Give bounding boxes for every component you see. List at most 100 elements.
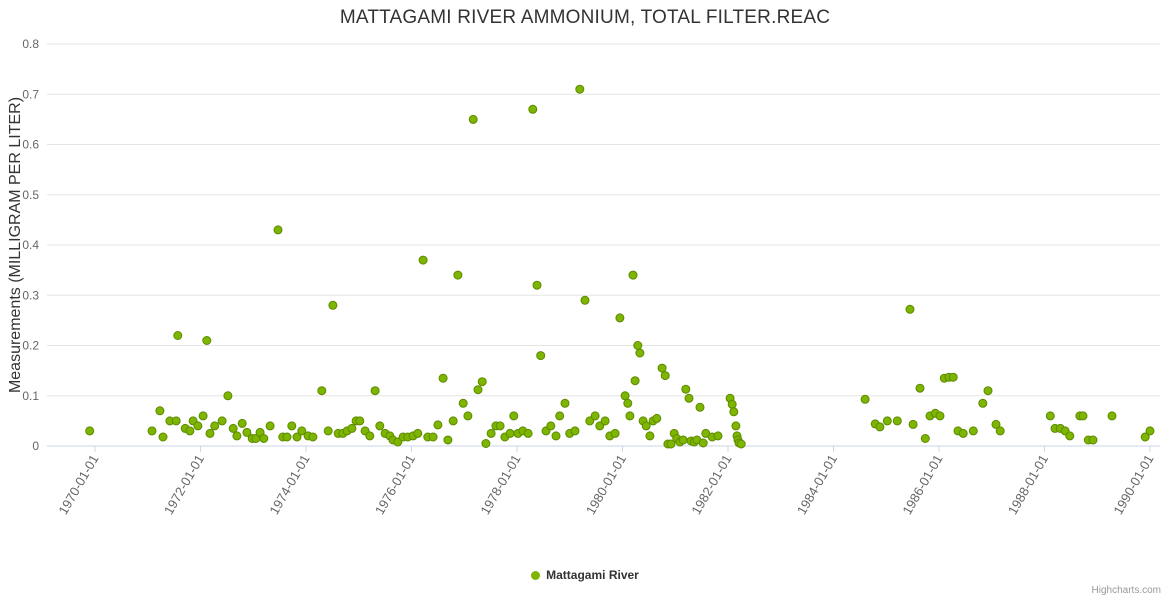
data-point[interactable] xyxy=(528,104,538,114)
data-point[interactable] xyxy=(915,383,925,393)
data-point[interactable] xyxy=(991,419,1001,429)
data-point[interactable] xyxy=(536,351,546,361)
data-point[interactable] xyxy=(635,348,645,358)
data-point[interactable] xyxy=(495,421,505,431)
data-point[interactable] xyxy=(259,434,269,443)
data-point[interactable] xyxy=(560,398,570,408)
data-point[interactable] xyxy=(657,363,667,373)
data-point[interactable] xyxy=(297,426,307,436)
data-point[interactable] xyxy=(210,421,220,431)
data-point[interactable] xyxy=(620,391,630,401)
data-point[interactable] xyxy=(645,431,655,441)
data-point[interactable] xyxy=(920,434,930,443)
data-point[interactable] xyxy=(443,435,453,445)
data-point[interactable] xyxy=(347,423,357,433)
data-point[interactable] xyxy=(323,426,333,436)
data-point[interactable] xyxy=(641,421,651,431)
data-point[interactable] xyxy=(983,386,993,396)
data-point[interactable] xyxy=(600,416,610,426)
data-point[interactable] xyxy=(477,377,487,387)
data-point[interactable] xyxy=(158,432,168,442)
data-point[interactable] xyxy=(375,421,385,431)
data-point[interactable] xyxy=(273,225,283,235)
data-point[interactable] xyxy=(633,341,643,350)
data-point[interactable] xyxy=(308,432,318,442)
data-point[interactable] xyxy=(610,428,620,438)
data-point[interactable] xyxy=(418,255,428,265)
data-point[interactable] xyxy=(217,416,227,426)
data-point[interactable] xyxy=(505,428,515,438)
data-point[interactable] xyxy=(147,426,157,436)
data-point[interactable] xyxy=(237,418,247,428)
data-point[interactable] xyxy=(905,304,915,314)
data-point[interactable] xyxy=(486,428,496,438)
data-point[interactable] xyxy=(463,411,473,421)
data-point[interactable] xyxy=(228,423,238,433)
data-point[interactable] xyxy=(202,336,212,345)
data-point[interactable] xyxy=(546,421,556,431)
data-point[interactable] xyxy=(355,416,365,426)
data-point[interactable] xyxy=(282,432,292,442)
data-point[interactable] xyxy=(580,295,590,305)
data-point[interactable] xyxy=(660,371,670,381)
data-point[interactable] xyxy=(736,439,746,449)
data-point[interactable] xyxy=(1088,435,1098,445)
data-point[interactable] xyxy=(242,427,252,437)
data-point[interactable] xyxy=(193,421,203,431)
data-point[interactable] xyxy=(615,313,625,323)
data-point[interactable] xyxy=(1107,411,1117,421)
data-point[interactable] xyxy=(317,386,327,396)
data-point[interactable] xyxy=(731,421,741,431)
data-point[interactable] xyxy=(882,416,892,426)
data-point[interactable] xyxy=(968,426,978,436)
data-point[interactable] xyxy=(727,399,737,409)
data-point[interactable] xyxy=(1145,426,1155,436)
data-point[interactable] xyxy=(185,426,195,436)
data-point[interactable] xyxy=(198,411,208,421)
data-point[interactable] xyxy=(171,416,181,426)
data-point[interactable] xyxy=(623,398,633,408)
data-point[interactable] xyxy=(590,411,600,421)
data-point[interactable] xyxy=(448,416,458,426)
data-point[interactable] xyxy=(292,432,302,442)
data-point[interactable] xyxy=(232,431,242,441)
data-point[interactable] xyxy=(684,393,694,403)
data-point[interactable] xyxy=(223,391,233,401)
data-point[interactable] xyxy=(628,270,638,280)
data-point[interactable] xyxy=(155,406,165,416)
data-point[interactable] xyxy=(630,376,640,386)
data-point[interactable] xyxy=(681,384,691,394)
data-point[interactable] xyxy=(532,280,542,290)
data-point[interactable] xyxy=(328,300,338,310)
data-point[interactable] xyxy=(570,426,580,436)
data-point[interactable] xyxy=(678,435,688,445)
data-point[interactable] xyxy=(1078,411,1088,421)
data-point[interactable] xyxy=(453,270,463,280)
data-point[interactable] xyxy=(551,431,561,441)
data-point[interactable] xyxy=(173,331,183,340)
data-point[interactable] xyxy=(1065,431,1075,441)
data-point[interactable] xyxy=(1140,432,1150,442)
data-point[interactable] xyxy=(365,431,375,441)
data-point[interactable] xyxy=(428,432,438,442)
data-point[interactable] xyxy=(468,114,478,124)
data-point[interactable] xyxy=(948,372,958,382)
data-point[interactable] xyxy=(205,428,215,438)
data-point[interactable] xyxy=(652,413,662,423)
data-point[interactable] xyxy=(729,407,739,417)
data-point[interactable] xyxy=(509,411,519,421)
data-point[interactable] xyxy=(908,419,918,429)
data-point[interactable] xyxy=(978,398,988,408)
data-point[interactable] xyxy=(698,438,708,448)
data-point[interactable] xyxy=(370,386,380,396)
data-point[interactable] xyxy=(438,373,448,383)
data-point[interactable] xyxy=(287,421,297,431)
data-point[interactable] xyxy=(713,431,723,441)
data-point[interactable] xyxy=(860,394,870,404)
credits-link[interactable]: Highcharts.com xyxy=(1091,585,1161,596)
data-point[interactable] xyxy=(958,428,968,438)
data-point[interactable] xyxy=(555,411,565,421)
data-point[interactable] xyxy=(265,421,275,431)
data-point[interactable] xyxy=(413,428,423,438)
data-point[interactable] xyxy=(458,398,468,408)
